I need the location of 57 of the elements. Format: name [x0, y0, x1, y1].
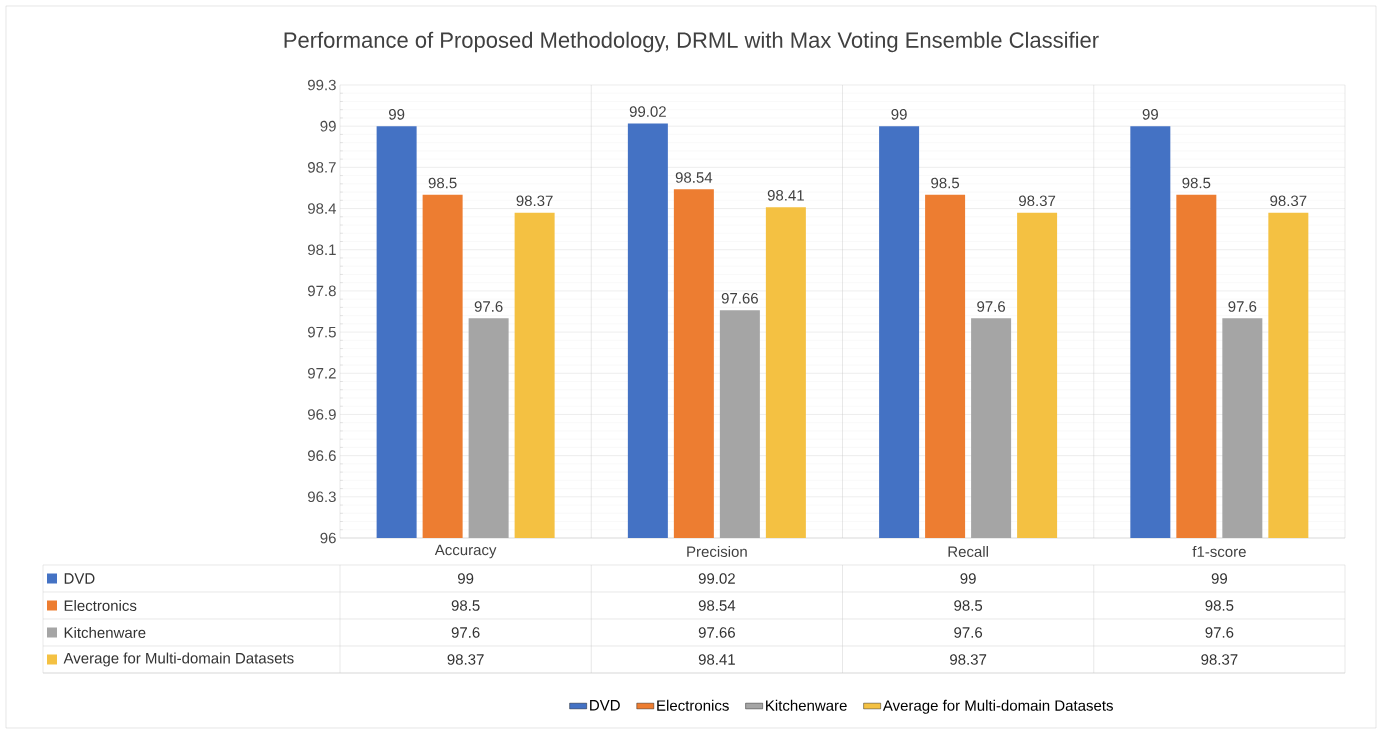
x-tick-label: Recall — [948, 545, 988, 557]
text: 99 — [388, 109, 405, 120]
text: 98.37 — [516, 195, 553, 207]
y-tick-label: 97.2 — [307, 367, 336, 379]
x-tick-label: f1-score — [1192, 546, 1246, 557]
data-label: 97.6 — [451, 627, 480, 638]
y-tick-label: 96.6 — [307, 450, 336, 461]
text: 98.37 — [1019, 195, 1056, 207]
data-label: 99 — [1211, 573, 1228, 584]
data-label: 98.37 — [1201, 654, 1238, 665]
text: 98.5 — [428, 177, 457, 189]
y-tick-label: 96.3 — [307, 491, 336, 503]
legend-label: DVD — [590, 700, 620, 711]
text: 98.54 — [675, 172, 713, 183]
data-label: 99 — [457, 573, 474, 584]
text: 98.37 — [1270, 195, 1307, 207]
y-tick-label: 98.4 — [307, 203, 337, 214]
text: 97.66 — [721, 292, 758, 304]
data-label: 98.5 — [954, 600, 983, 611]
text: 99 — [891, 109, 907, 120]
y-tick-label: 96.9 — [307, 409, 336, 420]
data-label: 98.54 — [698, 600, 736, 611]
data-label: 98.37 — [950, 654, 987, 665]
legend-label: Kitchenware — [766, 699, 847, 711]
text: 97.6 — [474, 301, 503, 312]
y-tick-label: 98.1 — [307, 244, 336, 256]
text: 97.6 — [977, 301, 1006, 312]
text: 98.5 — [1182, 177, 1211, 189]
y-tick-label: 98.7 — [307, 162, 336, 173]
chart-title: Performance of Proposed Methodology, DRML with Max Voting Ensemble Classifier — [284, 31, 1099, 53]
y-tick-label: 96 — [320, 532, 336, 544]
text: Kitchenware — [64, 626, 146, 638]
data-label: 98.5 — [1205, 600, 1234, 611]
data-label: 99 — [960, 573, 976, 584]
y-tick-label: 99.3 — [307, 79, 336, 91]
legend-label: Average for Multi-domain Datasets — [882, 699, 1113, 714]
x-tick-label: Accuracy — [434, 544, 497, 559]
data-label: 98.41 — [698, 654, 735, 665]
text: Electronics — [64, 599, 137, 611]
text: 98.5 — [931, 177, 960, 189]
data-label: 98.37 — [447, 654, 484, 665]
data-label: 97.66 — [698, 627, 735, 638]
data-label: 98.5 — [451, 600, 480, 611]
data-label: 99.02 — [698, 573, 735, 584]
text: 99.02 — [629, 106, 666, 117]
text: 98.41 — [767, 190, 804, 201]
text: Average for Multi-domain Datasets — [63, 652, 294, 667]
data-label: 97.6 — [1205, 627, 1234, 638]
text: 97.6 — [1228, 301, 1257, 312]
y-tick-label: 97.5 — [307, 326, 336, 338]
text: DVD — [64, 573, 95, 584]
y-tick-label: 99 — [320, 120, 336, 132]
x-tick-label: Precision — [687, 545, 747, 557]
legend-label: Electronics — [657, 699, 729, 711]
data-label: 97.6 — [954, 627, 983, 638]
text: 99 — [1142, 109, 1158, 120]
y-tick-label: 97.8 — [307, 285, 336, 297]
